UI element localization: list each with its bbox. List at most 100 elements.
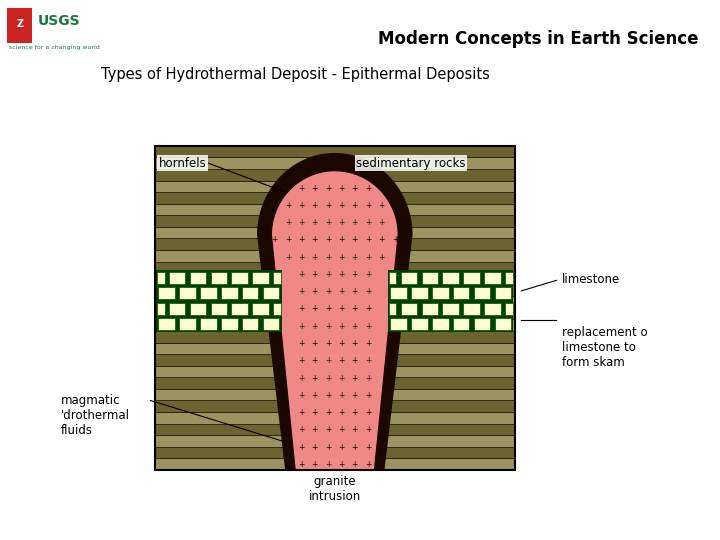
Text: +: + xyxy=(298,235,305,244)
Bar xyxy=(155,377,515,389)
Bar xyxy=(158,318,175,330)
Text: +: + xyxy=(325,322,331,330)
Text: +: + xyxy=(298,374,305,382)
Bar xyxy=(155,389,515,400)
Bar xyxy=(157,302,164,315)
Text: +: + xyxy=(325,201,331,210)
Bar xyxy=(221,287,238,299)
Bar xyxy=(401,302,418,315)
Bar xyxy=(200,318,217,330)
Text: +: + xyxy=(312,460,318,469)
Text: +: + xyxy=(351,218,358,227)
Text: Z: Z xyxy=(17,19,23,29)
Text: +: + xyxy=(325,356,331,365)
Bar xyxy=(155,354,515,366)
Text: +: + xyxy=(312,426,318,434)
Text: +: + xyxy=(312,339,318,348)
Bar xyxy=(155,204,515,215)
Bar xyxy=(155,331,515,342)
Bar xyxy=(505,302,513,315)
Bar xyxy=(274,272,281,284)
Text: +: + xyxy=(298,270,305,279)
Text: +: + xyxy=(351,322,358,330)
Text: +: + xyxy=(325,218,331,227)
Text: +: + xyxy=(312,287,318,296)
Text: +: + xyxy=(325,339,331,348)
Polygon shape xyxy=(257,153,413,470)
Bar xyxy=(168,272,186,284)
Bar xyxy=(422,272,438,284)
Text: +: + xyxy=(365,270,372,279)
Text: +: + xyxy=(365,235,372,244)
Text: +: + xyxy=(298,305,305,313)
Bar xyxy=(155,215,515,227)
Text: +: + xyxy=(351,443,358,451)
Text: +: + xyxy=(392,235,398,244)
Text: +: + xyxy=(312,235,318,244)
Bar xyxy=(484,272,501,284)
Text: +: + xyxy=(351,356,358,365)
Bar xyxy=(495,318,511,330)
Bar xyxy=(155,146,515,470)
Text: +: + xyxy=(365,201,372,210)
Text: +: + xyxy=(351,374,358,382)
Bar xyxy=(505,272,513,284)
Text: +: + xyxy=(312,184,318,193)
Bar xyxy=(401,272,418,284)
Bar xyxy=(464,302,480,315)
Text: +: + xyxy=(325,270,331,279)
Bar xyxy=(155,146,515,157)
Text: +: + xyxy=(338,460,345,469)
Text: +: + xyxy=(338,356,345,365)
Text: +: + xyxy=(298,460,305,469)
Bar xyxy=(155,400,515,412)
Text: +: + xyxy=(338,426,345,434)
Text: +: + xyxy=(325,287,331,296)
Text: +: + xyxy=(285,201,291,210)
Text: +: + xyxy=(365,460,372,469)
Bar xyxy=(210,272,228,284)
Bar xyxy=(453,318,469,330)
Text: +: + xyxy=(312,253,318,261)
Bar xyxy=(221,318,238,330)
Bar xyxy=(155,238,515,250)
Text: +: + xyxy=(338,305,345,313)
Bar xyxy=(155,458,515,470)
Bar xyxy=(179,287,196,299)
Bar xyxy=(411,287,428,299)
Text: +: + xyxy=(298,218,305,227)
Text: +: + xyxy=(312,356,318,365)
Bar xyxy=(390,287,407,299)
Text: +: + xyxy=(312,322,318,330)
Bar xyxy=(179,318,196,330)
Text: +: + xyxy=(298,443,305,451)
Text: +: + xyxy=(365,391,372,400)
Bar xyxy=(190,302,207,315)
Text: +: + xyxy=(325,305,331,313)
Bar xyxy=(200,287,217,299)
Text: +: + xyxy=(338,322,345,330)
Bar xyxy=(474,318,490,330)
Bar xyxy=(390,318,407,330)
Bar xyxy=(232,272,248,284)
Text: +: + xyxy=(298,184,305,193)
Text: +: + xyxy=(298,408,305,417)
Bar xyxy=(432,287,449,299)
Bar xyxy=(155,423,515,435)
Bar xyxy=(252,272,269,284)
Bar xyxy=(442,302,459,315)
Text: +: + xyxy=(365,287,372,296)
Text: +: + xyxy=(298,339,305,348)
Text: +: + xyxy=(271,235,278,244)
Bar xyxy=(242,318,258,330)
Text: +: + xyxy=(365,253,372,261)
Bar xyxy=(210,302,228,315)
Text: +: + xyxy=(298,201,305,210)
Bar xyxy=(155,273,515,285)
Bar xyxy=(155,366,515,377)
Bar xyxy=(422,302,438,315)
Bar xyxy=(389,272,397,284)
Bar xyxy=(155,285,515,296)
Text: USGS: USGS xyxy=(37,14,80,28)
Bar xyxy=(168,302,186,315)
